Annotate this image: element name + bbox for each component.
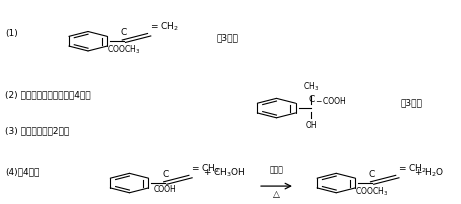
Text: (4)（4分）: (4)（4分）: [5, 167, 40, 176]
Text: （3分）: （3分）: [401, 98, 422, 107]
Text: ─ COOH: ─ COOH: [316, 97, 346, 106]
Text: C: C: [121, 28, 127, 37]
Text: C: C: [308, 95, 314, 104]
Text: △: △: [273, 190, 280, 199]
Text: COOCH$_3$: COOCH$_3$: [107, 43, 141, 56]
Text: = CH$_2$: = CH$_2$: [398, 162, 427, 175]
Text: （3分）: （3分）: [217, 33, 239, 42]
Text: + CH$_3$OH: + CH$_3$OH: [203, 167, 246, 179]
Text: = CH$_2$: = CH$_2$: [150, 20, 179, 33]
Text: + H$_2$O: + H$_2$O: [414, 167, 444, 179]
Text: (2) 取代反应、消去反应（4分）: (2) 取代反应、消去反应（4分）: [5, 90, 91, 99]
Text: C: C: [162, 170, 168, 178]
Text: = CH$_2$: = CH$_2$: [191, 162, 220, 175]
Text: (3) 醛基、羟基（2分）: (3) 醛基、羟基（2分）: [5, 126, 70, 135]
Text: COOH: COOH: [154, 185, 177, 194]
Text: COOCH$_3$: COOCH$_3$: [355, 185, 389, 197]
Text: OH: OH: [306, 121, 317, 130]
Text: (1): (1): [5, 29, 18, 38]
Text: 浓硫酸: 浓硫酸: [270, 165, 284, 174]
Text: C: C: [369, 170, 375, 178]
Text: CH$_3$: CH$_3$: [303, 80, 319, 93]
